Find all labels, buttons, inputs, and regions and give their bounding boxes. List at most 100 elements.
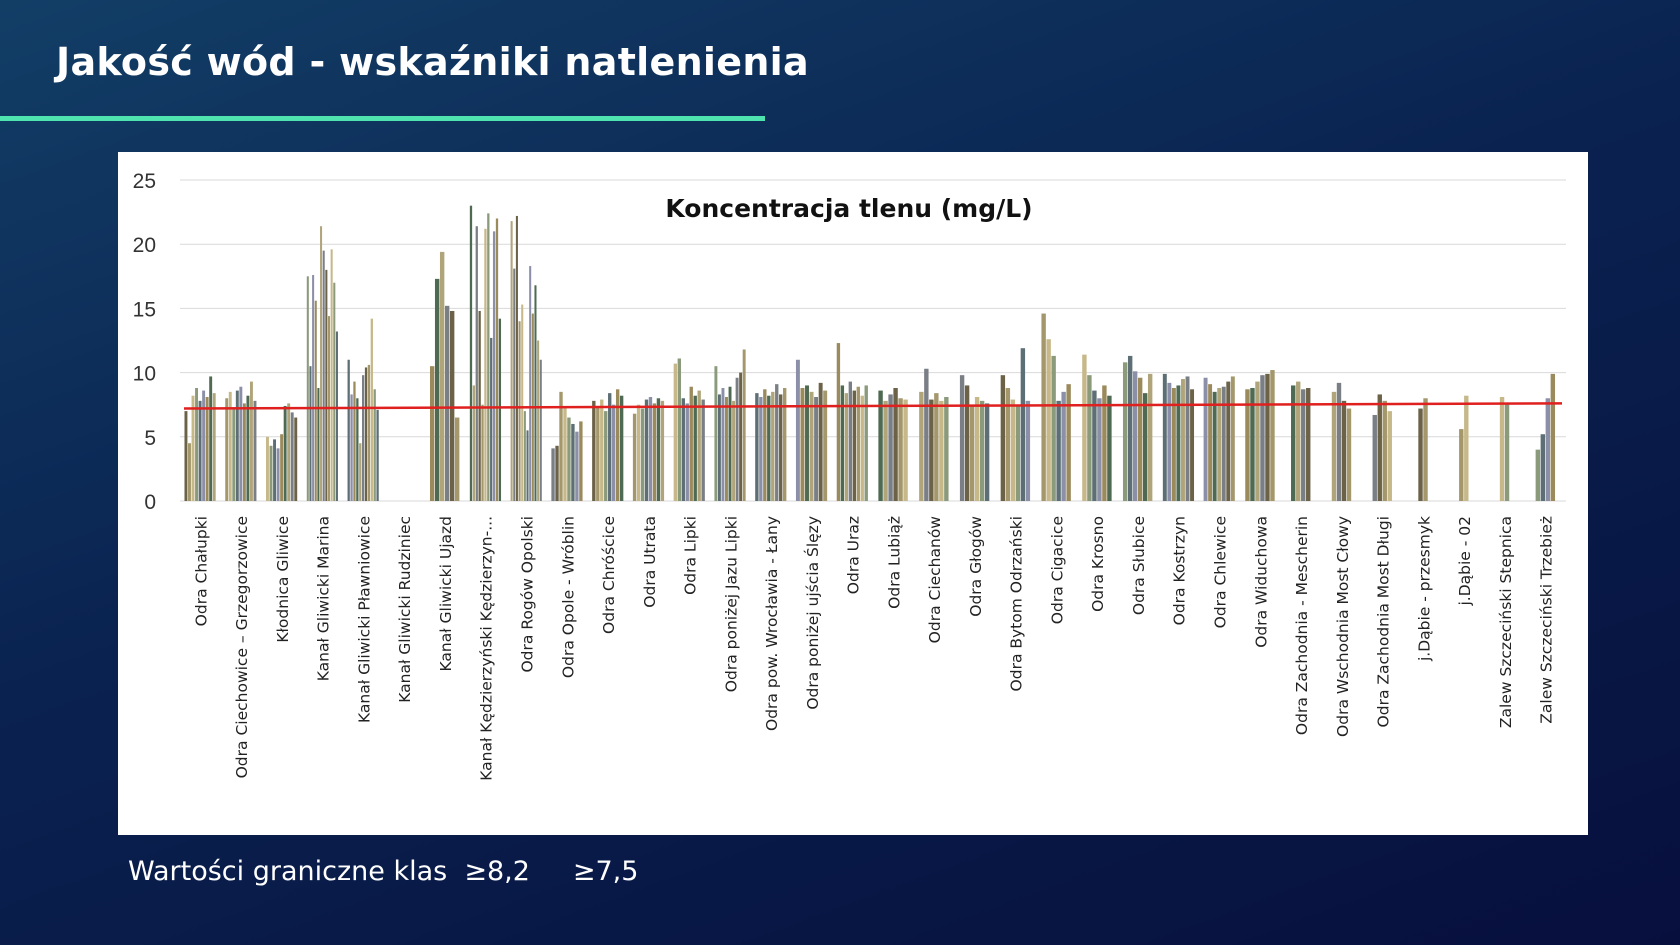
bar — [534, 285, 537, 501]
bar — [619, 395, 624, 501]
bar — [969, 404, 975, 501]
bar — [434, 278, 440, 501]
bar — [714, 366, 718, 501]
bar — [1250, 388, 1255, 501]
bar — [1046, 339, 1051, 501]
bar — [592, 400, 596, 501]
x-tick-label: Kanał Gliwicki Pławniowice — [355, 516, 373, 723]
bar — [934, 393, 939, 501]
bar — [612, 404, 616, 501]
bar — [1499, 397, 1505, 501]
bar — [632, 413, 637, 501]
bar — [198, 400, 202, 501]
bar — [1270, 370, 1275, 501]
bar — [1208, 384, 1213, 501]
x-tick-label: Odra Krosno — [1089, 516, 1107, 612]
bar — [759, 397, 763, 501]
bar — [636, 404, 641, 501]
x-tick-label: Odra Zachodnia Most Długi — [1375, 516, 1393, 727]
bar — [1010, 399, 1016, 501]
bar — [347, 359, 350, 501]
bar — [673, 363, 678, 501]
bar — [325, 269, 328, 501]
bar — [648, 397, 653, 501]
bar — [844, 393, 849, 501]
bar — [575, 431, 579, 501]
bar — [1092, 390, 1097, 501]
bar — [1127, 355, 1133, 501]
x-tick-label: Odra Lubiąż — [885, 516, 903, 609]
bar — [1066, 384, 1071, 501]
bar — [944, 397, 949, 501]
bar — [1025, 400, 1031, 501]
bar — [571, 423, 575, 501]
bar — [312, 275, 315, 501]
bar — [306, 276, 309, 501]
bar — [1181, 379, 1185, 501]
x-tick-label: Odra Utrata — [641, 516, 659, 608]
x-tick-label: Odra Głogów — [967, 516, 985, 617]
bar — [1097, 398, 1102, 501]
bar — [202, 390, 206, 501]
bar — [725, 397, 728, 501]
bar — [1102, 385, 1107, 501]
bar — [287, 403, 291, 501]
bars — [184, 205, 1556, 502]
bar — [1082, 354, 1087, 501]
bar — [359, 443, 362, 501]
chart-panel: 0 5 10 15 20 25 Odra Chałupki Odra Ciechowice … — [118, 152, 1588, 835]
bar — [320, 226, 323, 501]
bar — [809, 391, 814, 501]
bar — [276, 448, 280, 501]
bar — [735, 377, 739, 501]
bar — [370, 318, 373, 501]
bar — [253, 400, 257, 501]
bar — [898, 398, 903, 501]
bar — [1056, 400, 1061, 501]
bar — [191, 395, 195, 501]
x-tick-label: j.Dąbie - przesmyk — [1415, 516, 1433, 662]
bar — [184, 411, 188, 501]
bar — [537, 340, 540, 501]
bar — [559, 391, 563, 501]
bar — [721, 388, 725, 501]
x-tick-label: Odra poniżej Jazu Lipki — [722, 516, 740, 692]
bar — [1540, 434, 1546, 501]
bar — [309, 366, 312, 501]
bar — [490, 337, 493, 501]
bar — [604, 411, 608, 501]
bar — [860, 395, 864, 501]
bar — [848, 381, 853, 501]
bar — [974, 397, 980, 501]
x-tick-label: Odra Rogów Opolski — [519, 516, 537, 673]
bar — [883, 400, 888, 501]
bar — [294, 417, 298, 501]
bar — [888, 394, 893, 501]
bar — [1423, 398, 1428, 501]
chart-title: Koncentracja tlenu (mg/L) — [665, 194, 1032, 223]
x-tick-label: Odra poniżej ujścia Ślęzy — [803, 516, 822, 710]
bar — [242, 403, 246, 501]
title-underline — [0, 116, 765, 121]
bar — [615, 389, 620, 501]
bar — [767, 395, 771, 501]
y-tick-label: 5 — [144, 427, 156, 450]
bar — [771, 391, 775, 501]
bar — [475, 226, 478, 501]
bar — [1212, 391, 1217, 501]
bar — [205, 397, 209, 501]
bar — [779, 394, 783, 501]
bar — [1122, 362, 1128, 501]
bar — [640, 408, 645, 501]
x-tick-label: Odra Bytom Odrzański — [1008, 516, 1026, 691]
bar — [1147, 373, 1153, 501]
x-tick-label: Odra Zachodnia - Mescherin — [1293, 516, 1311, 735]
bar — [600, 399, 604, 501]
bar — [472, 385, 476, 501]
x-tick-label: Kłodnica Gliwice — [274, 516, 292, 643]
bar — [529, 266, 532, 501]
bar — [235, 390, 239, 501]
bar — [487, 213, 490, 501]
bar — [1296, 381, 1301, 501]
x-tick-label: Odra pow. Wrocławia - Łany — [763, 516, 781, 731]
